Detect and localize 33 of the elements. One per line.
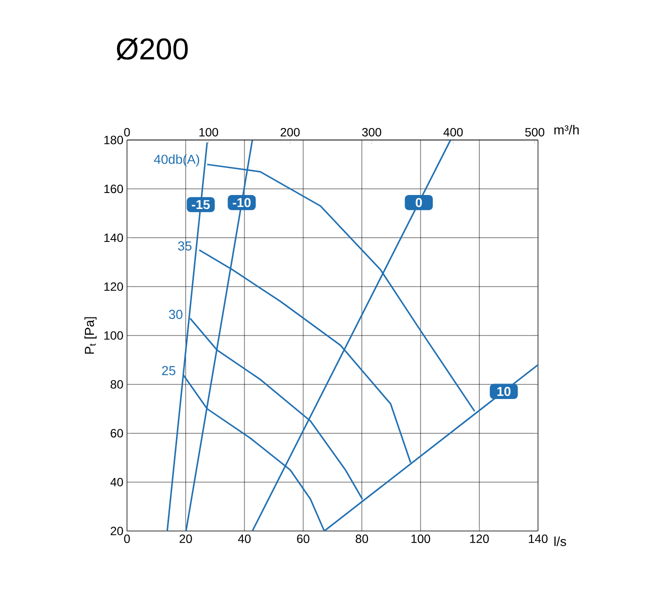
annotation: 25 <box>162 366 176 376</box>
y-tick-label: 180 <box>104 136 124 144</box>
y-tick-label: 40 <box>110 478 124 486</box>
x2-tick-label: 300 <box>362 128 382 136</box>
y-axis-title: P$_{t}$ [Pa] <box>84 317 97 354</box>
y-tick-label: 20 <box>110 526 124 536</box>
x-tick-label: 20 <box>180 534 192 544</box>
legend-label: -15 <box>192 200 210 210</box>
x2-axis-title: m³/h <box>554 124 579 134</box>
x2-tick-label: 500 <box>525 128 544 136</box>
y-tick-label: 80 <box>110 380 124 389</box>
x-tick-label: 40 <box>238 534 251 544</box>
x2-tick-label: 100 <box>199 128 218 136</box>
y-tick-label: 120 <box>104 282 124 291</box>
y-tick-label: 100 <box>104 331 124 340</box>
x-tick-label: 100 <box>411 534 430 544</box>
x-axis-title: l/s <box>554 536 566 546</box>
x-tick-label: 0 <box>124 534 130 544</box>
series-label: 0 <box>416 198 422 208</box>
x-tick-label: 120 <box>470 534 489 544</box>
y-tick-label: 140 <box>104 234 124 242</box>
series-label: 10 <box>497 386 511 396</box>
x2-tick-label: 400 <box>443 128 463 136</box>
x2-tick-label: 0 <box>124 128 130 136</box>
x2-tick-label: 200 <box>280 128 300 136</box>
series-label: -10 <box>232 198 251 208</box>
y-tick-label: 60 <box>110 429 124 438</box>
y-tick-label: 160 <box>104 184 124 194</box>
x-tick-label: 80 <box>356 534 368 544</box>
x-tick-label: 140 <box>528 534 548 544</box>
annotation: 30 <box>168 310 182 319</box>
chart-title: Ø200 <box>116 38 188 60</box>
x-tick-label: 60 <box>297 534 310 544</box>
